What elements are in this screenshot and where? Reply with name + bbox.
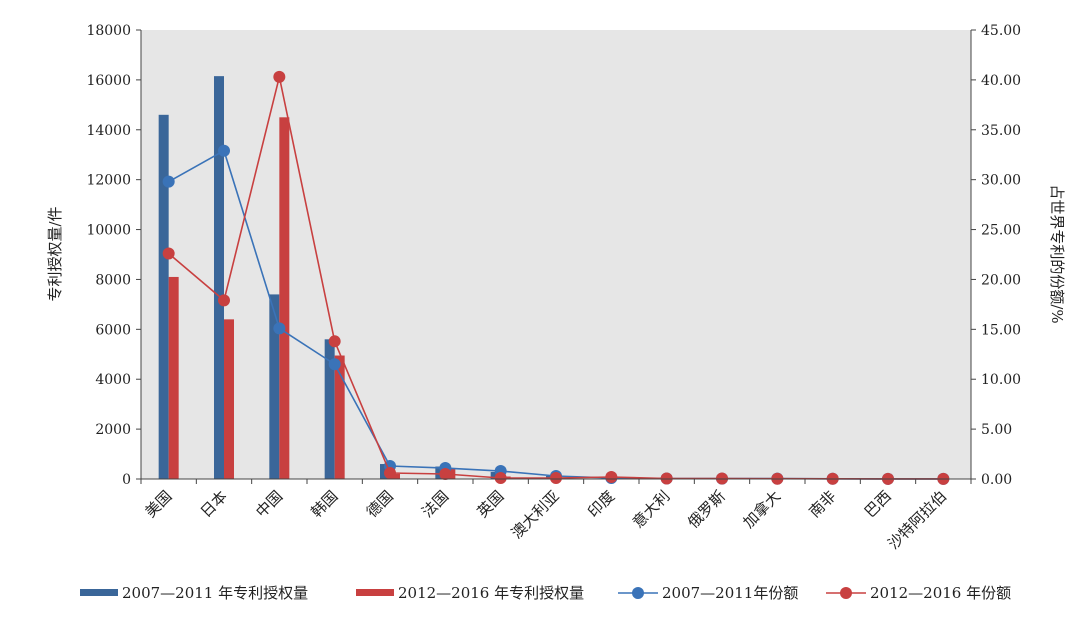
category-label: 英国 bbox=[474, 487, 508, 521]
point-1-4 bbox=[329, 358, 341, 370]
point-1-3 bbox=[273, 322, 285, 334]
left-tick-label: 4000 bbox=[95, 372, 131, 388]
legend-swatch-1 bbox=[80, 589, 118, 596]
right-tick-label: 35.00 bbox=[981, 123, 1021, 139]
bar-1-2 bbox=[214, 76, 224, 479]
category-label: 加拿大 bbox=[740, 487, 785, 532]
category-label: 俄罗斯 bbox=[684, 487, 729, 532]
category-label: 韩国 bbox=[308, 487, 342, 521]
right-tick-label: 25.00 bbox=[981, 223, 1021, 239]
left-tick-label: 2000 bbox=[95, 422, 131, 438]
left-tick-label: 8000 bbox=[95, 272, 131, 288]
bar-2-2 bbox=[224, 319, 234, 479]
legend-marker-3 bbox=[632, 587, 644, 599]
legend-swatch-2 bbox=[356, 589, 394, 596]
plot-area bbox=[141, 30, 971, 479]
bar-1-1 bbox=[159, 115, 169, 479]
legend-label-3: 2007—2011年份额 bbox=[662, 584, 798, 602]
point-2-1 bbox=[163, 248, 175, 260]
right-tick-label: 40.00 bbox=[981, 73, 1021, 89]
right-tick-label: 0.00 bbox=[981, 472, 1012, 488]
point-2-5 bbox=[384, 467, 396, 479]
right-tick-label: 15.00 bbox=[981, 322, 1021, 338]
left-axis-label: 专利授权量/件 bbox=[46, 206, 64, 301]
point-1-2 bbox=[218, 145, 230, 157]
left-tick-label: 6000 bbox=[95, 322, 131, 338]
category-label: 美国 bbox=[142, 487, 176, 521]
category-label: 中国 bbox=[252, 487, 286, 521]
right-tick-label: 10.00 bbox=[981, 372, 1021, 388]
right-tick-label: 45.00 bbox=[981, 23, 1021, 39]
right-axis-label: 占世界专利的份额/% bbox=[1048, 184, 1066, 323]
left-tick-label: 14000 bbox=[86, 123, 131, 139]
point-2-9 bbox=[605, 471, 617, 483]
left-tick-label: 12000 bbox=[86, 173, 131, 189]
left-tick-label: 18000 bbox=[86, 23, 131, 39]
bar-2-3 bbox=[279, 117, 289, 479]
category-label: 澳大利亚 bbox=[508, 487, 563, 542]
left-tick-label: 10000 bbox=[86, 223, 131, 239]
point-1-1 bbox=[163, 176, 175, 188]
legend-label-1: 2007—2011 年专利授权量 bbox=[122, 584, 308, 602]
category-label: 印度 bbox=[584, 487, 618, 521]
right-tick-label: 30.00 bbox=[981, 173, 1021, 189]
point-2-8 bbox=[550, 472, 562, 484]
category-label: 沙特阿拉伯 bbox=[884, 487, 950, 553]
legend-label-2: 2012—2016 年专利授权量 bbox=[398, 584, 584, 602]
category-label: 日本 bbox=[197, 487, 231, 521]
point-2-4 bbox=[329, 335, 341, 347]
category-label: 意大利 bbox=[629, 487, 674, 532]
legend-label-4: 2012—2016 年份额 bbox=[870, 584, 1011, 602]
category-label: 法国 bbox=[418, 487, 452, 521]
right-tick-label: 20.00 bbox=[981, 272, 1021, 288]
point-2-3 bbox=[273, 71, 285, 83]
left-tick-label: 0 bbox=[122, 472, 131, 488]
bar-2-1 bbox=[169, 277, 179, 479]
left-tick-label: 16000 bbox=[86, 73, 131, 89]
category-label: 德国 bbox=[363, 487, 397, 521]
category-label: 南非 bbox=[806, 487, 840, 521]
point-2-7 bbox=[495, 472, 507, 484]
point-2-2 bbox=[218, 294, 230, 306]
legend: 2007—2011 年专利授权量 2012—2016 年专利授权量 2007—201… bbox=[80, 584, 1011, 602]
point-2-6 bbox=[439, 468, 451, 480]
category-label: 巴西 bbox=[861, 487, 895, 521]
right-tick-label: 5.00 bbox=[981, 422, 1012, 438]
legend-marker-4 bbox=[840, 587, 852, 599]
